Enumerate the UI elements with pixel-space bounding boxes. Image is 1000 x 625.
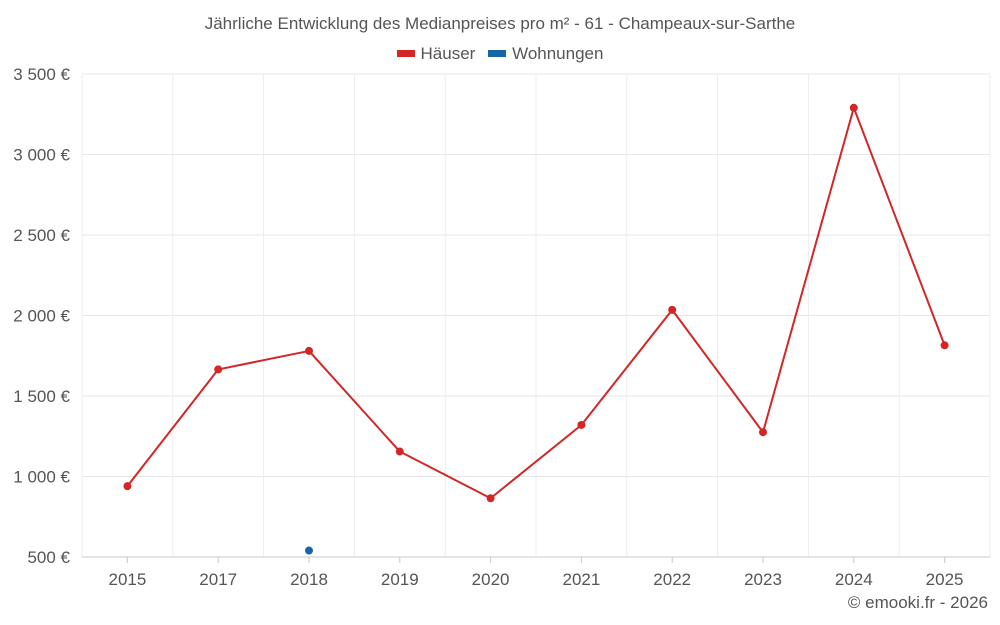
grid-lines	[81, 73, 991, 557]
legend-item-wohnungen[interactable]: Wohnungen	[488, 44, 603, 64]
y-tick-label: 2 500 €	[13, 226, 70, 245]
data-point-0-2023[interactable]	[759, 428, 767, 437]
x-tick-label: 2020	[472, 570, 510, 589]
data-point-0-2021[interactable]	[577, 420, 586, 429]
x-tick-label: 2023	[744, 570, 782, 589]
x-tick-label: 2022	[653, 570, 691, 589]
data-point-0-2019[interactable]	[395, 447, 404, 456]
x-axis-ticks: 2015 2017 2018 2019 2020 2021 2022 2023 2024 2025	[108, 570, 963, 589]
x-tick-label: 2024	[835, 570, 873, 589]
x-tick-label: 2017	[199, 570, 237, 589]
x-tick-label: 2019	[381, 570, 419, 589]
credit-text: © emooki.fr - 2026	[847, 593, 988, 612]
y-tick-label: 3 000 €	[13, 146, 70, 165]
x-tick-label: 2015	[108, 570, 146, 589]
y-tick-label: 500 €	[27, 548, 70, 567]
legend-swatch-haeuser	[396, 50, 415, 58]
data-point-0-2025[interactable]	[940, 341, 949, 350]
legend: Häuser Wohnungen	[0, 44, 1000, 64]
legend-label-wohnungen: Wohnungen	[512, 44, 604, 63]
series-layer	[123, 103, 949, 555]
y-tick-label: 1 000 €	[13, 468, 70, 487]
legend-item-haeuser[interactable]: Häuser	[396, 44, 476, 64]
series-line-0	[126, 106, 946, 500]
y-tick-label: 2 000 €	[13, 307, 70, 326]
x-tick-label: 2021	[562, 570, 600, 589]
y-axis-ticks: 3 500 € 3 000 € 2 500 € 2 000 € 1 500 € 1 000…	[13, 65, 70, 567]
data-point-0-2015[interactable]	[123, 482, 132, 491]
data-point-0-2024[interactable]	[849, 103, 858, 112]
y-tick-label: 1 500 €	[13, 387, 70, 406]
data-point-1-2018[interactable]	[305, 546, 313, 555]
y-tick-label: 3 500 €	[13, 65, 70, 84]
data-point-0-2017[interactable]	[214, 365, 223, 374]
data-point-0-2020[interactable]	[486, 494, 495, 503]
data-point-0-2022[interactable]	[668, 305, 677, 314]
chart-title: Jährliche Entwicklung des Medianpreises …	[204, 14, 796, 33]
data-point-0-2018[interactable]	[305, 346, 313, 355]
legend-swatch-wohnungen	[488, 50, 507, 58]
x-tick-label: 2025	[926, 570, 964, 589]
axis-lines	[82, 556, 990, 563]
x-tick-label: 2018	[290, 570, 328, 589]
legend-label-haeuser: Häuser	[420, 44, 476, 63]
